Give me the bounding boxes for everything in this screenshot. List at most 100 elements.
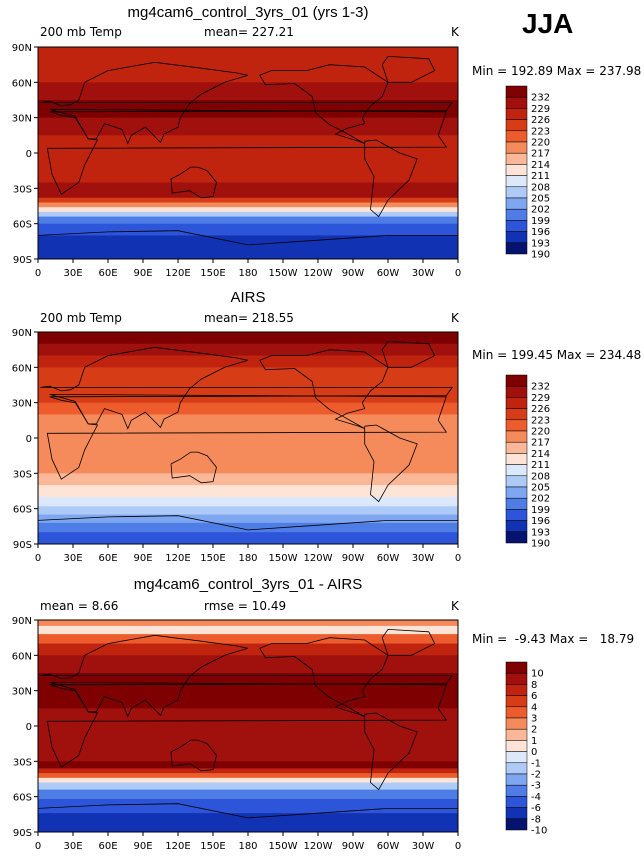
- coastline: [259, 637, 389, 717]
- colorbar-label: 211: [531, 460, 550, 471]
- colorbar-label: 226: [531, 115, 550, 126]
- panel-model: mg4cam6_control_3yrs_01 (yrs 1-3) 200 mb…: [0, 0, 644, 285]
- x-tick-label: 60E: [98, 553, 117, 564]
- x-tick-label: 60W: [377, 268, 400, 279]
- colorbar-label: 229: [531, 393, 550, 404]
- colorbar-swatch: [505, 175, 528, 188]
- colorbar: 2322292262232202172142112082052021991961…: [505, 85, 550, 261]
- colorbar-swatch: [505, 197, 528, 210]
- contour-band: [38, 235, 458, 248]
- colorbar-label: 190: [531, 539, 550, 550]
- colorbar-swatch: [505, 796, 528, 808]
- x-tick-label: 120W: [304, 553, 333, 564]
- colorbar-swatch: [505, 408, 528, 421]
- colorbar-swatch: [505, 130, 528, 143]
- x-tick-label: 0: [455, 553, 461, 564]
- colorbar-swatch: [505, 152, 528, 165]
- coastline: [46, 682, 448, 768]
- coastline: [170, 451, 217, 484]
- x-tick-label: 0: [35, 553, 41, 564]
- x-tick-label: 90W: [342, 553, 365, 564]
- colorbar-label: -4: [531, 792, 541, 803]
- colorbar-label: 208: [531, 182, 550, 193]
- contour-band: [38, 402, 458, 415]
- colorbar-label: -8: [531, 814, 541, 825]
- x-tick-label: 90E: [133, 841, 152, 852]
- colorbar-label: 199: [531, 505, 550, 516]
- y-tick-label: 30S: [13, 184, 32, 195]
- colorbar-swatch: [505, 509, 528, 521]
- colorbar-swatch: [505, 464, 528, 477]
- contour-band: [38, 777, 458, 784]
- colorbar-swatch: [505, 740, 528, 752]
- colorbar-label: 196: [531, 516, 550, 527]
- colorbar-label: 4: [531, 702, 537, 713]
- y-tick-label: 0: [26, 149, 32, 160]
- colorbar-swatch: [505, 751, 528, 764]
- x-tick-label: 30W: [412, 553, 435, 564]
- contour-band: [38, 743, 458, 762]
- colorbar-swatch: [505, 164, 528, 176]
- colorbar-label: 193: [531, 238, 550, 249]
- y-tick-label: 0: [26, 434, 32, 445]
- contour-band: [38, 773, 458, 779]
- colorbar-swatch: [505, 374, 528, 387]
- x-tick-label: 180: [238, 553, 257, 564]
- y-tick-label: 90N: [12, 616, 32, 627]
- y-tick-label: 90S: [13, 255, 32, 266]
- colorbar-swatch: [505, 453, 528, 465]
- units-label: K: [451, 311, 459, 325]
- y-tick-label: 60N: [12, 78, 32, 89]
- colorbar-label: 232: [531, 382, 550, 393]
- colorbar-swatch: [505, 430, 528, 443]
- variable-label: 200 mb Temp: [40, 311, 122, 325]
- contour-band: [38, 207, 458, 213]
- colorbar-label: 223: [531, 415, 550, 426]
- colorbar-label: -6: [531, 803, 541, 814]
- contour-band: [38, 197, 458, 203]
- x-tick-label: 60W: [377, 841, 400, 852]
- contour-band: [38, 182, 458, 192]
- colorbar-label: 214: [531, 160, 550, 171]
- colorbar-swatch: [505, 784, 528, 797]
- units-label: K: [451, 599, 459, 613]
- x-tick-label: 120W: [304, 268, 333, 279]
- colorbar-swatch: [505, 208, 528, 221]
- contour-band: [38, 100, 458, 119]
- contour-band: [38, 634, 458, 645]
- colorbar-label: 0: [531, 747, 537, 758]
- contour-band: [38, 223, 458, 236]
- x-tick-label: 90W: [342, 841, 365, 852]
- contour-band: [38, 532, 458, 544]
- x-tick-label: 120E: [165, 268, 190, 279]
- colorbar-swatch: [505, 818, 528, 831]
- colorbar-swatch: [505, 141, 528, 154]
- x-tick-label: 150E: [200, 268, 225, 279]
- contour-band: [38, 506, 458, 516]
- x-tick-label: 0: [35, 841, 41, 852]
- mean-label: mean= 227.21: [204, 25, 294, 39]
- colorbar-swatch: [505, 242, 528, 255]
- contour-band: [38, 485, 458, 498]
- contour-band: [38, 170, 458, 183]
- contour-band: [38, 367, 458, 386]
- colorbar-label: 205: [531, 483, 550, 494]
- panel-title: mg4cam6_control_3yrs_01 - AIRS: [133, 576, 363, 593]
- x-tick-label: 120E: [165, 553, 190, 564]
- colorbar-label: 217: [531, 149, 550, 160]
- colorbar-swatch: [505, 773, 528, 786]
- x-tick-label: 150W: [269, 553, 298, 564]
- x-tick-label: 0: [35, 268, 41, 279]
- x-tick-label: 30E: [63, 841, 82, 852]
- colorbar-label: 8: [531, 680, 537, 691]
- mean-label: mean = 8.66: [40, 599, 119, 613]
- coastline: [364, 712, 418, 791]
- colorbar-swatch: [505, 108, 528, 120]
- colorbar-label: 2: [531, 725, 537, 736]
- y-tick-label: 90N: [12, 328, 32, 339]
- coastline: [364, 424, 418, 503]
- x-tick-label: 150E: [200, 841, 225, 852]
- colorbar-swatch: [505, 486, 528, 499]
- contour-band: [38, 332, 458, 345]
